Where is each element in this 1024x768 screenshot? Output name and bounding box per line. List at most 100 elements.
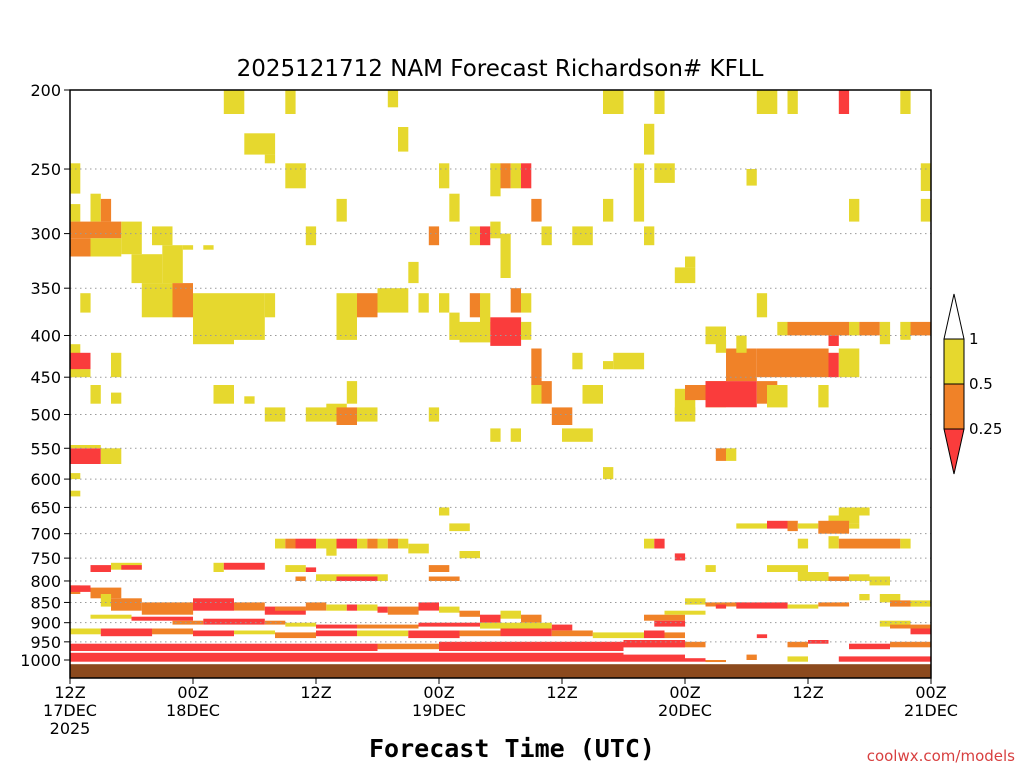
heatmap-cell-185 xyxy=(90,587,122,599)
heatmap-cell-114 xyxy=(828,335,839,346)
legend-label-0-25: 0.25 xyxy=(969,420,1002,438)
heatmap-cell-91 xyxy=(213,385,234,404)
y-tick-label-650: 650 xyxy=(30,498,61,517)
heatmap-cell-135 xyxy=(449,523,470,532)
heatmap-cell-74 xyxy=(521,321,532,340)
heatmap-cell-42 xyxy=(428,226,440,246)
y-tick-label-200: 200 xyxy=(30,81,61,100)
heatmap-cell-16 xyxy=(439,163,450,189)
heatmap-cell-240 xyxy=(357,630,409,637)
x-tick-label-1-1: 00Z xyxy=(177,683,208,702)
heatmap-cell-175 xyxy=(428,565,450,572)
heatmap-cell-34 xyxy=(70,221,122,239)
x-tick-label-3-1: 00Z xyxy=(423,683,454,702)
heatmap-cell-95 xyxy=(541,381,552,404)
heatmap-cell-215 xyxy=(551,624,573,631)
chart-title: 2025121712 NAM Forecast Richardson# KFLL xyxy=(237,56,764,82)
heatmap-cell-238 xyxy=(275,632,316,639)
heatmap-cell-204 xyxy=(521,614,542,623)
heatmap-cell-29 xyxy=(449,193,460,222)
heatmap-cell-107 xyxy=(767,385,788,408)
heatmap-cell-113 xyxy=(736,335,747,353)
heatmap-cell-130 xyxy=(726,448,737,461)
heatmap-cell-1 xyxy=(285,90,296,114)
heatmap-cell-156 xyxy=(459,551,480,559)
heatmap-cell-237 xyxy=(234,630,275,635)
heatmap-cell-161 xyxy=(828,536,839,549)
heatmap-cell-21 xyxy=(633,163,645,222)
heatmap-cell-90 xyxy=(111,392,122,404)
heatmap-cell-105 xyxy=(726,348,757,382)
y-tick-label-850: 850 xyxy=(30,593,61,612)
heatmap-cell-256 xyxy=(849,643,890,650)
x-tick-label-2-1: 12Z xyxy=(300,683,331,702)
heatmap-cell-22 xyxy=(654,163,675,183)
x-tick-label-0-2: 17DEC xyxy=(43,701,97,720)
heatmap-cell-177 xyxy=(705,565,716,572)
heatmap-cell-227 xyxy=(890,600,911,607)
heatmap-cell-65 xyxy=(418,293,429,313)
heatmap-cell-187 xyxy=(111,598,142,611)
heatmap-cell-250 xyxy=(787,641,808,648)
heatmap-cell-243 xyxy=(500,628,552,637)
heatmap-cell-206 xyxy=(131,616,193,621)
heatmap-cell-15 xyxy=(285,163,306,189)
heatmap-cell-97 xyxy=(582,385,603,404)
heatmap-cell-12 xyxy=(398,127,409,152)
x-tick-label-3-2: 19DEC xyxy=(412,701,466,720)
heatmap-cell-51 xyxy=(162,245,183,284)
heatmap-cell-78 xyxy=(787,321,849,336)
heatmap-cell-19 xyxy=(510,163,521,189)
heatmap-cell-245 xyxy=(592,632,645,639)
heatmap-cell-229 xyxy=(879,620,911,627)
heatmap-cell-258 xyxy=(70,652,624,662)
y-tick-label-950: 950 xyxy=(30,633,61,652)
heatmap-cell-62 xyxy=(336,293,357,340)
heatmap-cell-104 xyxy=(705,381,757,408)
heatmap-cell-55 xyxy=(685,256,696,268)
heatmap-cell-257 xyxy=(890,641,931,648)
heatmap-cell-165 xyxy=(90,565,111,572)
heatmap-cell-239 xyxy=(316,630,357,637)
heatmap-cell-93 xyxy=(531,348,542,385)
heatmap-cell-149 xyxy=(357,538,368,549)
heatmap-cell-188 xyxy=(141,602,194,615)
heatmap-cell-102 xyxy=(685,385,706,401)
heatmap-cell-259 xyxy=(623,654,685,662)
heatmap-cell-3 xyxy=(603,90,624,114)
heatmap-cell-77 xyxy=(777,321,788,336)
heatmap-cell-146 xyxy=(295,538,316,549)
heatmap-cell-94 xyxy=(531,385,542,404)
heatmap-cell-89 xyxy=(90,385,101,404)
heatmap-cell-200 xyxy=(439,606,460,613)
x-tick-label-0-1: 12Z xyxy=(54,683,85,702)
y-tick-label-800: 800 xyxy=(30,572,61,591)
heatmap-cell-211 xyxy=(316,624,357,629)
heatmap-cell-199 xyxy=(418,602,439,611)
heatmap-cell-176 xyxy=(428,576,460,581)
heatmap-cell-133 xyxy=(70,490,81,497)
legend-swatch-orange xyxy=(943,383,965,430)
heatmap-cell-203 xyxy=(500,610,521,619)
heatmap-cell-8 xyxy=(900,90,911,114)
heatmap-cell-41 xyxy=(305,226,317,246)
heatmap-cell-59 xyxy=(193,293,234,345)
heatmap-cell-189 xyxy=(193,598,234,611)
heatmap-cell-157 xyxy=(644,538,655,549)
heatmap-cell-23 xyxy=(746,169,757,186)
y-tick-label-500: 500 xyxy=(30,406,61,425)
heatmap-cell-255 xyxy=(685,641,706,648)
heatmap-cell-241 xyxy=(408,630,460,639)
heatmap-cell-109 xyxy=(828,352,839,378)
heatmap-cell-111 xyxy=(818,385,829,408)
heatmap-cell-11 xyxy=(264,154,276,164)
heatmap-cell-5 xyxy=(756,90,778,114)
ground-fill xyxy=(70,664,931,678)
heatmap-cell-123 xyxy=(490,428,501,442)
heatmap-cell-83 xyxy=(910,321,931,336)
legend: 1 0.5 0.25 xyxy=(943,293,1002,475)
heatmap-cell-129 xyxy=(715,448,727,461)
heatmap-cell-197 xyxy=(377,606,388,613)
heatmap-cell-86 xyxy=(70,352,91,370)
heatmap-cell-88 xyxy=(111,352,122,378)
